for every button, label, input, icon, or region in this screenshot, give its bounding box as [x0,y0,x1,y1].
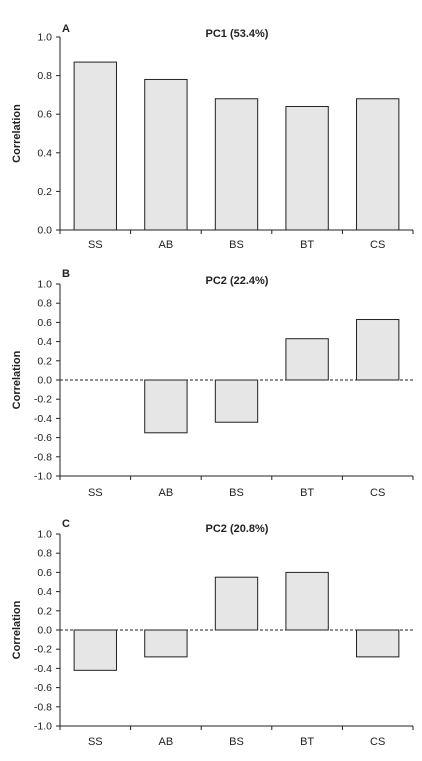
panel-letter: C [62,518,70,530]
x-tick-label: BT [300,239,314,251]
y-axis-label: Correlation [11,104,23,163]
y-tick-label: 1.0 [37,279,52,291]
chart-title: PC1 (53.4%) [206,28,269,40]
y-tick-label: 0.8 [37,548,52,560]
x-tick-label: SS [88,736,103,748]
y-tick-label: -0.4 [34,663,52,675]
chart-panel-c: -1.0 -0.8 -0.6 -0.4 -0.2 0.0 0.2 0.4 0.6 0.8 1.0 SS… [11,518,414,748]
y-tick-label: 0.4 [37,147,52,159]
y-tick-label: 0.2 [37,355,52,367]
chart-title: PC2 (22.4%) [206,275,269,287]
y-tick-label: 0.8 [37,70,52,82]
bar-ab [144,379,188,434]
x-tick-label: BS [229,736,244,748]
y-tick-label: 0.0 [37,625,52,637]
y-tick-label: -1.0 [34,471,52,483]
panel-letter: B [62,268,70,280]
y-tick-label: -0.8 [34,701,52,713]
y-tick-label: 0.8 [37,298,52,310]
y-tick-label: 0.6 [37,109,52,121]
chart-title: PC2 (20.8%) [206,523,269,535]
bar-bs [214,576,259,631]
x-tick-label: BT [300,487,314,499]
bar-bs [214,379,259,423]
y-tick-label: 0.4 [37,336,52,348]
y-tick-label: 0.0 [37,225,52,237]
x-tick-label: BT [300,736,314,748]
y-tick-label: -0.4 [34,413,52,425]
y-tick-label: -1.0 [34,721,52,733]
y-tick-label: 0.2 [37,186,52,198]
bar-bt [285,338,329,381]
bar-bs [214,98,259,231]
bar-cs [356,319,400,381]
x-tick-label: BS [229,239,244,251]
y-axis-label: Correlation [11,350,23,409]
chart-panel-b: -1.0 -0.8 -0.6 -0.4 -0.2 0.0 0.2 0.4 0.6 0.8 1.0 SS… [11,268,414,499]
y-tick-label: -0.2 [34,394,52,406]
y-tick-label: 0.6 [37,317,52,329]
y-tick-label: 0.0 [37,375,52,387]
bar-ab [144,629,188,658]
chart-panel-a: 0.0 0.2 0.4 0.6 0.8 1.0 SS AB BS BT CS PC1 (53.4%) A… [11,23,414,251]
x-tick-label: AB [159,239,174,251]
x-tick-label: CS [370,487,385,499]
x-tick-label: AB [159,487,174,499]
y-tick-label: -0.6 [34,432,52,444]
bar-ss [73,61,117,231]
y-tick-label: -0.8 [34,451,52,463]
y-tick-label: -0.6 [34,682,52,694]
bar-cs [356,629,400,658]
y-tick-label: 1.0 [37,529,52,541]
x-tick-label: CS [370,736,385,748]
bar-bt [285,105,329,231]
x-tick-label: BS [229,487,244,499]
x-tick-label: AB [159,736,174,748]
x-tick-label: SS [88,487,103,499]
y-tick-label: 0.4 [37,586,52,598]
y-axis-label: Correlation [11,600,23,659]
panel-letter: A [62,23,70,35]
bar-bt [285,571,329,631]
bar-cs [356,98,400,231]
bar-ss [73,629,117,671]
y-tick-label: -0.2 [34,644,52,656]
y-tick-label: 0.6 [37,567,52,579]
x-tick-label: SS [88,239,103,251]
y-tick-label: 1.0 [37,32,52,44]
y-tick-label: 0.2 [37,605,52,617]
x-tick-label: CS [370,239,385,251]
bar-ab [144,78,188,231]
